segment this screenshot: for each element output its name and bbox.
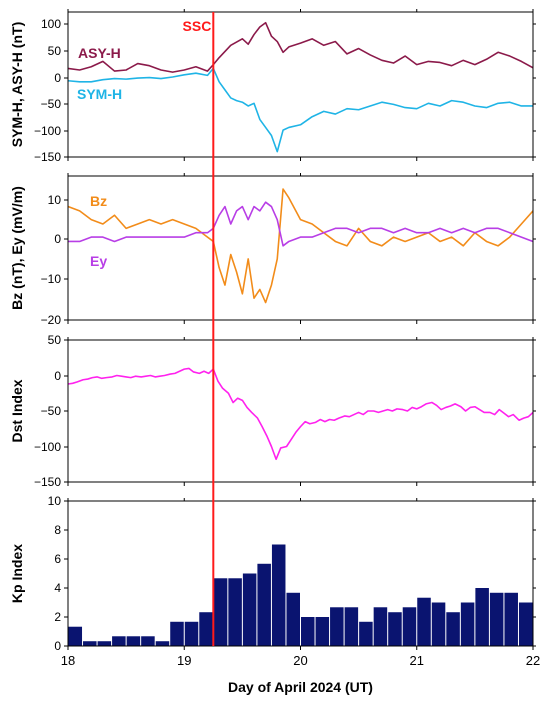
kp-bar: [518, 602, 533, 646]
x-tick-label: 19: [177, 653, 191, 668]
kp-bar: [344, 607, 359, 646]
kp-bar: [489, 592, 504, 646]
y-tick-label: −150: [34, 150, 61, 164]
kp-bar: [373, 607, 388, 646]
y-tick-label: 0: [54, 71, 61, 85]
y-tick-label: −50: [41, 404, 62, 418]
x-tick-label: 22: [526, 653, 540, 668]
y-axis-label: SYM-H, ASY-H (nT): [9, 22, 25, 147]
kp-bar: [504, 592, 518, 646]
kp-bar: [242, 573, 257, 646]
series-line-asy-h: [68, 21, 533, 73]
kp-bar: [184, 621, 199, 646]
kp-bar: [112, 636, 126, 646]
kp-bar: [475, 588, 489, 646]
ssc-event-label: SSC: [183, 18, 212, 34]
y-tick-label: 10: [48, 193, 62, 207]
series-label: SYM-H: [77, 86, 122, 102]
y-tick-label: 4: [54, 581, 61, 595]
kp-bar: [68, 626, 83, 646]
kp-bar: [330, 607, 344, 646]
kp-bar: [228, 578, 242, 646]
panel-frame: [67, 339, 534, 483]
panel-kp: 10 8 6 4 2 0 Kp Index: [9, 494, 536, 653]
y-tick-label: −100: [34, 440, 61, 454]
y-tick-label: 8: [54, 523, 61, 537]
y-tick-label: −20: [41, 313, 62, 327]
kp-bar: [402, 607, 417, 646]
series-line-ey: [68, 201, 533, 247]
panel-bz-ey: Bz Ey 10 0 −10 −20 Bz (nT), Ey (mV/m): [9, 173, 536, 327]
kp-bar: [155, 641, 170, 646]
series-label: ASY-H: [78, 45, 121, 61]
panel-sym-asy: ASY-H SYM-H 100 50 0 −50 −100 −150 SYM-H, ASY-H …: [9, 9, 536, 164]
y-tick-label: −10: [41, 272, 62, 286]
panel-frame: [67, 11, 534, 158]
kp-bar: [315, 617, 330, 646]
y-tick-label: 0: [54, 369, 61, 383]
y-axis-label: Bz (nT), Ey (mV/m): [9, 186, 25, 310]
y-tick-label: 50: [48, 333, 62, 347]
x-axis-label: Day of April 2024 (UT): [228, 679, 373, 695]
kp-bar: [199, 612, 213, 646]
panel-sym-asy-data: [68, 21, 533, 153]
y-axis-label: Kp Index: [9, 544, 25, 603]
kp-bar: [359, 621, 373, 646]
panel-dst: 50 0 −50 −100 −150 Dst Index: [9, 333, 536, 489]
x-tick-label: 20: [293, 653, 307, 668]
y-tick-label: 100: [41, 17, 61, 31]
series-label: Bz: [90, 193, 107, 209]
kp-bar: [257, 563, 271, 646]
kp-bar: [271, 544, 286, 646]
kp-bar: [83, 641, 97, 646]
kp-bar: [213, 578, 228, 646]
kp-bar: [388, 612, 402, 646]
panel-frame: [67, 175, 534, 321]
y-tick-label: 0: [54, 639, 61, 653]
series-line-sym-h: [68, 67, 533, 153]
kp-bar: [431, 602, 446, 646]
series-line-bz: [68, 188, 533, 304]
y-tick-label: −100: [34, 124, 61, 138]
x-tick-label: 21: [410, 653, 424, 668]
kp-bar: [170, 621, 184, 646]
y-tick-label: 6: [54, 552, 61, 566]
y-tick-label: 50: [48, 44, 62, 58]
y-tick-label: 0: [54, 232, 61, 246]
kp-bar: [97, 641, 112, 646]
y-axis-label: Dst Index: [9, 379, 25, 442]
x-tick-label: 18: [61, 653, 75, 668]
kp-bar: [126, 636, 141, 646]
panel-kp-data: [68, 544, 533, 646]
kp-bar: [141, 636, 155, 646]
y-tick-label: −50: [41, 97, 62, 111]
y-tick-label: 10: [48, 494, 62, 508]
kp-bar: [460, 602, 475, 646]
series-line-dst: [68, 367, 533, 461]
y-tick-label: −150: [34, 475, 61, 489]
kp-bar: [446, 612, 460, 646]
kp-bar: [301, 617, 315, 646]
panel-bz-ey-data: [68, 188, 533, 304]
kp-bar: [286, 592, 300, 646]
panel-dst-data: [68, 367, 533, 461]
series-label: Ey: [90, 253, 107, 269]
kp-bar: [417, 597, 431, 646]
y-tick-label: 2: [54, 610, 61, 624]
